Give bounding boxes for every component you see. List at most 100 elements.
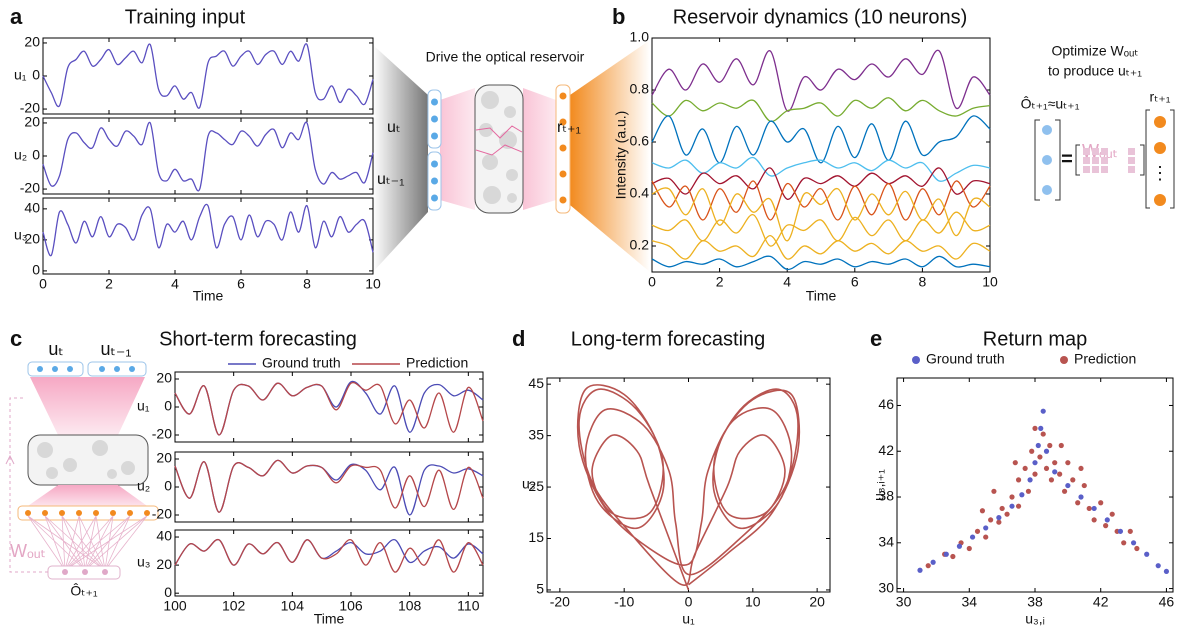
axes-frame [42, 197, 374, 275]
x-tick-label: 42 [1093, 594, 1109, 610]
scatter-point [1057, 471, 1063, 477]
y-tick-label: 5 [536, 581, 544, 597]
pink-beam [440, 88, 475, 210]
y-axis-label: Intensity (a.u.) [613, 111, 629, 200]
y-tick-label: 15 [528, 529, 544, 545]
scatter-point [1104, 517, 1110, 523]
y-tick-label: 20 [156, 370, 172, 386]
data-line [651, 167, 991, 200]
legend-label: Prediction [406, 355, 468, 371]
schematic-text: rₜ₊₁ [1150, 89, 1171, 105]
scatter-point [983, 534, 989, 540]
data-line [174, 459, 484, 516]
scatter-point [925, 563, 931, 569]
y-tick-label: 45 [528, 375, 544, 391]
y-tick-label: 25 [528, 478, 544, 494]
scatter-point [979, 508, 986, 514]
x-tick-label: 4 [171, 276, 179, 292]
scatter-point [1052, 460, 1058, 466]
scatter-point [1109, 511, 1115, 517]
scatter-point [1086, 505, 1092, 512]
data-line [42, 203, 374, 257]
scatter-point [930, 559, 936, 565]
scatter-point [1015, 503, 1022, 509]
scatter-point [950, 553, 956, 560]
y-tick-label: 30 [878, 579, 894, 595]
chart-title: Return map [983, 328, 1088, 350]
scatter-point [1078, 465, 1084, 472]
scatter-point [1043, 465, 1050, 472]
scatter-point [1091, 517, 1097, 523]
scatter-point [1058, 442, 1064, 449]
state-dots [1154, 116, 1166, 206]
x-tick-label: 38 [1027, 594, 1043, 610]
scatter-point [1027, 477, 1033, 483]
input-dots [431, 98, 438, 202]
scatterers [479, 91, 518, 204]
schematic-text: Drive the optical reservoir [426, 49, 585, 65]
y-axis-label: u₃ [14, 227, 28, 243]
input-beam [373, 45, 428, 272]
y-axis-label: u₂ [137, 478, 150, 494]
scatter-point [1091, 505, 1097, 512]
weight-cells [1083, 148, 1135, 173]
scatter-point [1103, 523, 1109, 529]
scatter-point [1163, 568, 1170, 575]
y-axis-label: u₃,ᵢ₊₁ [871, 469, 887, 501]
state-row [17, 505, 159, 521]
x-tick-label: 102 [222, 598, 246, 614]
y-tick-label: 42 [878, 442, 894, 458]
scatter-point [1121, 540, 1127, 546]
schematic-text: = [1061, 148, 1073, 170]
scatter-point [991, 488, 997, 494]
scatter-point [1075, 500, 1081, 506]
y-tick-label: 20 [156, 450, 172, 466]
scatter-point [1070, 477, 1076, 483]
scatter-point [1052, 469, 1058, 475]
axes-frame [896, 377, 1174, 593]
light-path [475, 144, 523, 156]
weights [27, 515, 148, 571]
schematic-text: uₜ₋₁ [377, 171, 404, 188]
schematic-text: rₜ₊₁ [557, 119, 581, 136]
y-tick-label: 0.6 [630, 133, 650, 149]
x-axis-label: Time [193, 288, 224, 304]
axes-frame [651, 37, 991, 273]
x-tick-label: 104 [281, 598, 305, 614]
data-line [174, 459, 484, 513]
y-tick-label: 40 [24, 200, 40, 216]
y-tick-label: 0.8 [630, 81, 650, 97]
x-tick-label: 0 [39, 276, 47, 292]
axes-frame [42, 37, 374, 115]
scatter-point [1040, 408, 1046, 414]
axes-frame [174, 529, 484, 597]
y-tick-label: -20 [152, 506, 172, 522]
x-tick-label: 6 [851, 274, 859, 290]
state-dots [25, 510, 150, 516]
scatter-point [1144, 551, 1150, 557]
scatter-point [974, 528, 981, 534]
chart-title: Short-term forecasting [159, 328, 357, 350]
x-tick-label: 2 [105, 276, 113, 292]
forecast-schematic: uₜ uₜ₋₁ Wₒᵤₜ Ôₜ₊₁ [5, 339, 159, 599]
output-beam [570, 40, 650, 272]
panel-label: e [870, 326, 882, 351]
readout-schematic: Optimize Wₒᵤₜ to produce uₜ₊₁ Ôₜ₊₁≈uₜ₊₁ … [1021, 43, 1175, 209]
scatter-point [988, 517, 994, 523]
scatter-point [1127, 528, 1133, 534]
x-tick-label: 34 [961, 594, 977, 610]
data-line [651, 49, 991, 112]
reservoir-schematic: Drive the optical reservoir uₜ uₜ₋₁ rₜ₊₁ [373, 40, 650, 272]
y-axis-label: u₃ [522, 476, 536, 492]
bracket [1145, 109, 1175, 209]
y-tick-label: -20 [20, 180, 40, 196]
schematic-text: ⋮ [1151, 163, 1169, 183]
scatter-point [1004, 511, 1010, 517]
scatter-point [917, 567, 923, 573]
data-line [42, 121, 374, 192]
legend-label: Ground truth [926, 351, 1005, 367]
y-tick-label: 0 [32, 67, 40, 83]
output-dots [62, 569, 108, 575]
